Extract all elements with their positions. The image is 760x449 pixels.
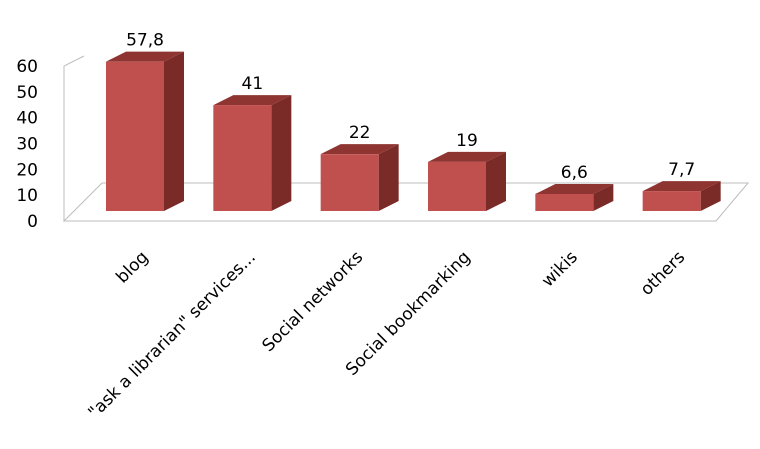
data-labels: 57,8 41 22 19 6,6 7,7 xyxy=(126,31,695,183)
y-tick-label: 60 xyxy=(16,57,38,77)
bar-side xyxy=(700,181,721,211)
chart-floor xyxy=(62,182,750,222)
category-label: others xyxy=(637,247,690,300)
category-label: blog xyxy=(112,247,152,287)
category-label: Social bookmarking xyxy=(342,247,474,379)
bar-top xyxy=(106,51,184,62)
bar-6 xyxy=(642,181,721,211)
y-tick-label: 40 xyxy=(16,109,38,129)
data-label: 57,8 xyxy=(126,31,164,51)
bar-top xyxy=(213,95,292,106)
category-labels: blog"ask a librarian" services...Social … xyxy=(85,247,690,422)
category-label: "ask a librarian" services... xyxy=(85,247,260,422)
y-tick-label: 50 xyxy=(16,83,38,103)
bar-top xyxy=(535,183,614,194)
data-label: 7,7 xyxy=(668,160,695,180)
bar-front xyxy=(213,105,272,211)
data-label: 19 xyxy=(456,131,478,151)
data-label: 6,6 xyxy=(561,163,588,183)
y-tick-label: 30 xyxy=(16,135,38,155)
data-label: 41 xyxy=(242,74,264,94)
bar-top xyxy=(320,144,399,155)
bars xyxy=(106,51,721,211)
bar-3 xyxy=(320,144,399,211)
category-label: Social networks xyxy=(259,247,368,356)
category-label: wikis xyxy=(538,247,582,291)
bar-side xyxy=(271,95,292,211)
bar-front xyxy=(642,191,701,211)
y-tick-label: 20 xyxy=(16,160,38,180)
bar-side xyxy=(164,51,184,211)
bar-1 xyxy=(106,51,184,211)
bar-top xyxy=(642,181,721,192)
bar-side xyxy=(486,151,506,211)
bar-top xyxy=(428,151,506,162)
y-axis-ticks: 0 10 20 30 40 50 60 xyxy=(16,57,38,232)
bar-2 xyxy=(213,95,292,211)
y-tick-label: 0 xyxy=(27,212,38,232)
bar-side xyxy=(378,144,399,211)
y-tick-label: 10 xyxy=(16,186,38,206)
y-axis-wall xyxy=(63,55,85,221)
chart-axes xyxy=(62,55,750,222)
bar-front xyxy=(535,193,594,211)
bar-front xyxy=(106,61,164,211)
bar-front xyxy=(428,161,486,211)
bar-side xyxy=(593,183,614,211)
data-label: 22 xyxy=(349,123,371,143)
bar-front xyxy=(320,154,379,211)
bar-4 xyxy=(428,151,506,211)
bar-5 xyxy=(535,183,614,211)
